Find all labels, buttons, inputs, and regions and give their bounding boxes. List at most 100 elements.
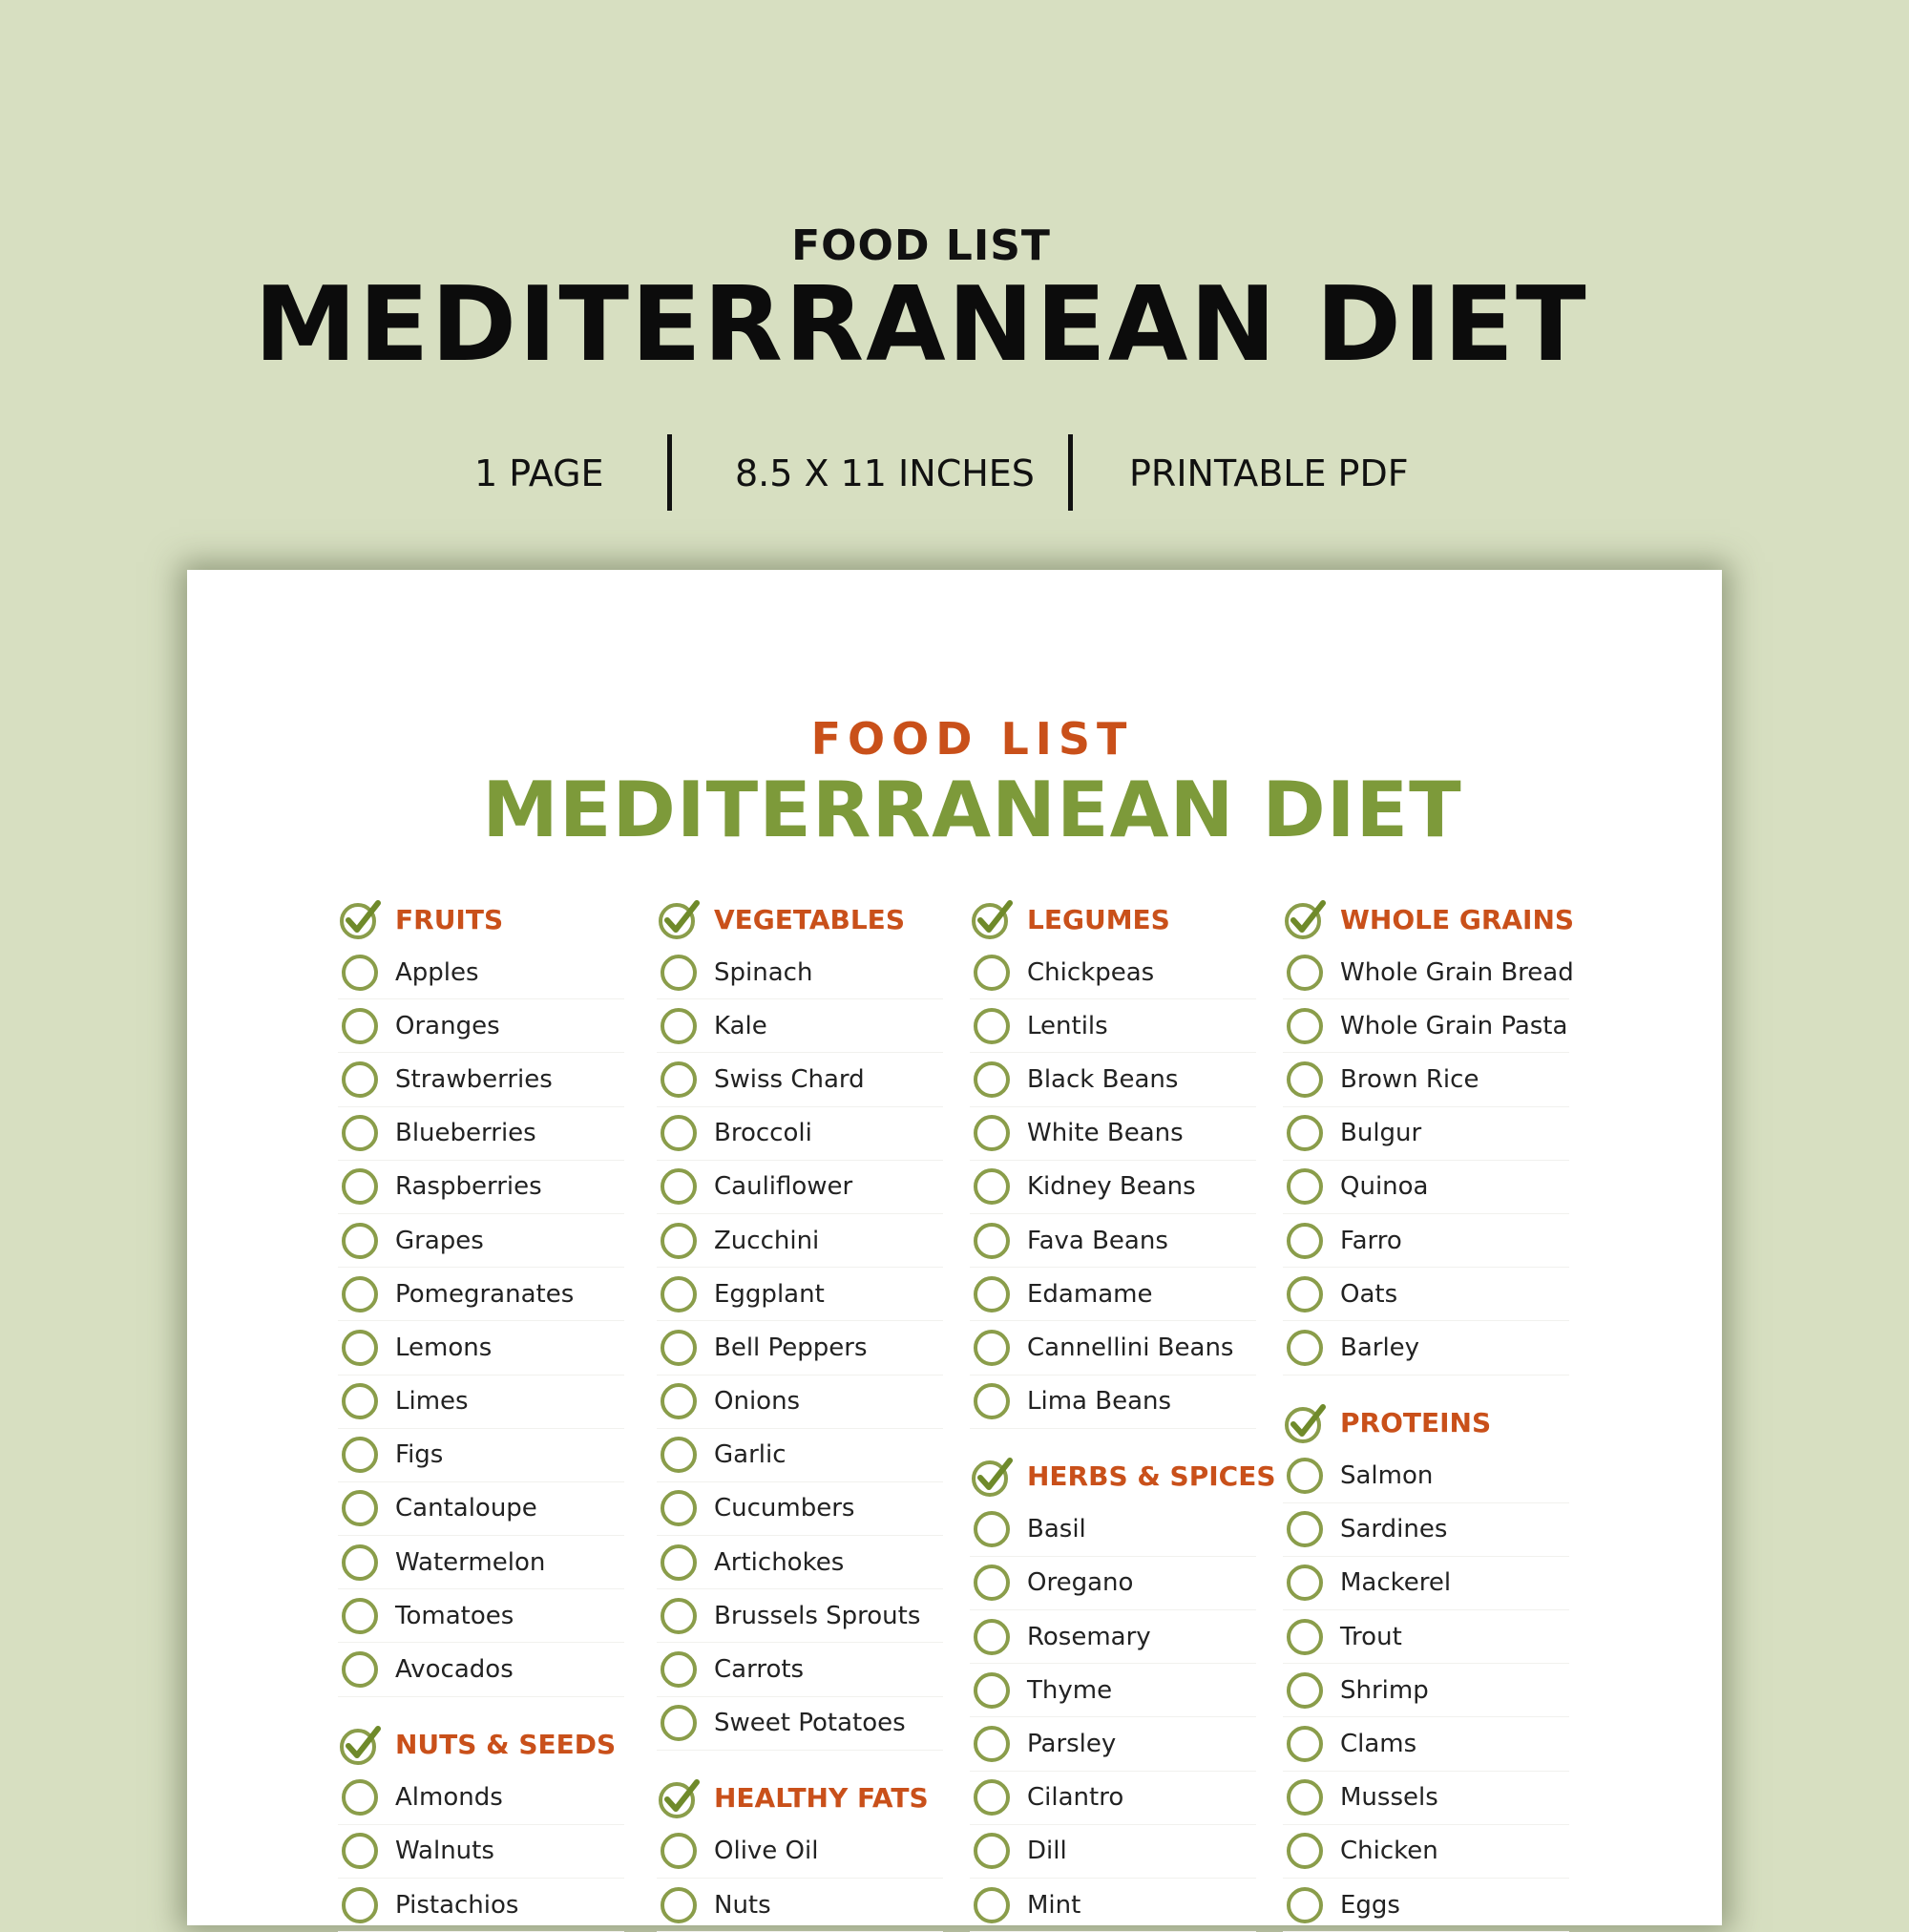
section-header: HEALTHY FATS [657, 1772, 943, 1825]
section-header: PROTEINS [1283, 1396, 1569, 1450]
item-label: White Beans [1027, 1119, 1184, 1148]
checkmark-circle-icon [1283, 1401, 1327, 1445]
item-label: Spinach [714, 957, 813, 987]
list-item: Tomatoes [338, 1589, 624, 1644]
list-item: Artichokes [657, 1536, 943, 1590]
item-label: Watermelon [395, 1547, 546, 1577]
meta-pages: 1 PAGE [474, 452, 604, 494]
list-item: Bell Peppers [657, 1321, 943, 1376]
section-title: WHOLE GRAINS [1340, 903, 1575, 935]
list-item: Trout [1283, 1610, 1569, 1665]
checkbox-circle-icon [974, 1329, 1010, 1366]
checkbox-circle-icon [342, 1886, 378, 1923]
list-item: Pistachios [338, 1879, 624, 1932]
list-item: Barley [1283, 1321, 1569, 1376]
checkbox-circle-icon [342, 1168, 378, 1206]
item-label: Figs [395, 1440, 444, 1470]
item-label: Clams [1340, 1730, 1417, 1759]
list-item: Black Beans [970, 1053, 1256, 1107]
item-label: Olive Oil [714, 1837, 819, 1866]
checkbox-circle-icon [974, 1511, 1010, 1548]
item-label: Pistachios [395, 1890, 519, 1920]
section-title: PROTEINS [1340, 1407, 1492, 1438]
section-gap [657, 1751, 943, 1772]
list-item: Sweet Potatoes [657, 1697, 943, 1751]
checkbox-circle-icon [661, 1886, 697, 1923]
list-item: Quinoa [1283, 1161, 1569, 1214]
checkbox-circle-icon [661, 1383, 697, 1420]
list-item: Onions [657, 1376, 943, 1429]
list-item: Rosemary [970, 1610, 1256, 1665]
checkbox-circle-icon [661, 1833, 697, 1870]
checkmark-circle-icon [338, 897, 382, 941]
list-item: Limes [338, 1376, 624, 1429]
list-item: Swiss Chard [657, 1053, 943, 1107]
item-label: Kale [714, 1011, 767, 1040]
checkbox-circle-icon [342, 1490, 378, 1527]
list-item: Parsley [970, 1717, 1256, 1772]
item-label: Strawberries [395, 1064, 553, 1094]
food-column-1: FRUITS Apples Oranges Strawberries Blueberri… [338, 892, 624, 1932]
section-header: WHOLE GRAINS [1283, 892, 1574, 946]
item-label: Raspberries [395, 1172, 542, 1202]
list-item: Apples [338, 946, 624, 1000]
item-label: Zucchini [714, 1226, 820, 1255]
list-item: Cantaloupe [338, 1482, 624, 1537]
list-item: Lentils [970, 999, 1256, 1054]
item-label: Chickpeas [1027, 957, 1155, 987]
section-title: FRUITS [395, 903, 504, 935]
item-label: Fava Beans [1027, 1226, 1168, 1255]
checkbox-circle-icon [1287, 1115, 1323, 1152]
checkbox-circle-icon [661, 1490, 697, 1527]
checkbox-circle-icon [974, 1222, 1010, 1259]
checkbox-circle-icon [974, 1115, 1010, 1152]
item-label: Mussels [1340, 1783, 1438, 1813]
checkbox-circle-icon [974, 1007, 1010, 1044]
list-item: Oats [1283, 1268, 1569, 1322]
list-item: Salmon [1283, 1450, 1569, 1503]
item-label: Swiss Chard [714, 1064, 865, 1094]
list-item: Fava Beans [970, 1214, 1256, 1269]
checkbox-circle-icon [661, 1168, 697, 1206]
checkbox-circle-icon [661, 1115, 697, 1152]
section-header: LEGUMES [970, 892, 1256, 946]
list-item: Nuts [657, 1879, 943, 1932]
list-item: Oregano [970, 1557, 1256, 1611]
list-item: Brown Rice [1283, 1053, 1569, 1107]
checkbox-circle-icon [342, 1383, 378, 1420]
item-label: Almonds [395, 1783, 503, 1813]
list-item: Mackerel [1283, 1557, 1569, 1611]
list-item: Mussels [1283, 1772, 1569, 1825]
checkmark-circle-icon [338, 1723, 382, 1767]
section-gap [1283, 1376, 1569, 1396]
list-item: Cannellini Beans [970, 1321, 1256, 1376]
item-label: Eggplant [714, 1279, 825, 1309]
checkbox-circle-icon [1287, 1671, 1323, 1709]
checkbox-circle-icon [661, 1437, 697, 1474]
checkbox-circle-icon [342, 1779, 378, 1816]
meta-format: PRINTABLE PDF [1129, 452, 1409, 494]
item-label: Edamame [1027, 1279, 1153, 1309]
item-label: Shrimp [1340, 1675, 1429, 1705]
sheet-kicker: FOOD LIST [810, 713, 1134, 765]
list-item: Lemons [338, 1321, 624, 1376]
checkbox-circle-icon [342, 1115, 378, 1152]
section-title: LEGUMES [1027, 903, 1170, 935]
item-label: Blueberries [395, 1119, 536, 1148]
item-label: Lemons [395, 1333, 493, 1362]
checkbox-circle-icon [1287, 1726, 1323, 1763]
list-item: Whole Grain Pasta [1283, 999, 1569, 1054]
checkbox-circle-icon [661, 1275, 697, 1312]
item-label: Mint [1027, 1890, 1081, 1920]
checkbox-circle-icon [1287, 1060, 1323, 1098]
sheet-title: MEDITERRANEAN DIET [482, 766, 1462, 854]
checkbox-circle-icon [342, 954, 378, 991]
item-label: Chicken [1340, 1837, 1438, 1866]
item-label: Grapes [395, 1226, 484, 1255]
checkbox-circle-icon [342, 1329, 378, 1366]
list-item: White Beans [970, 1107, 1256, 1161]
checkbox-circle-icon [1287, 1329, 1323, 1366]
list-item: Cucumbers [657, 1482, 943, 1537]
checkbox-circle-icon [974, 1671, 1010, 1709]
list-item: Spinach [657, 946, 943, 1000]
